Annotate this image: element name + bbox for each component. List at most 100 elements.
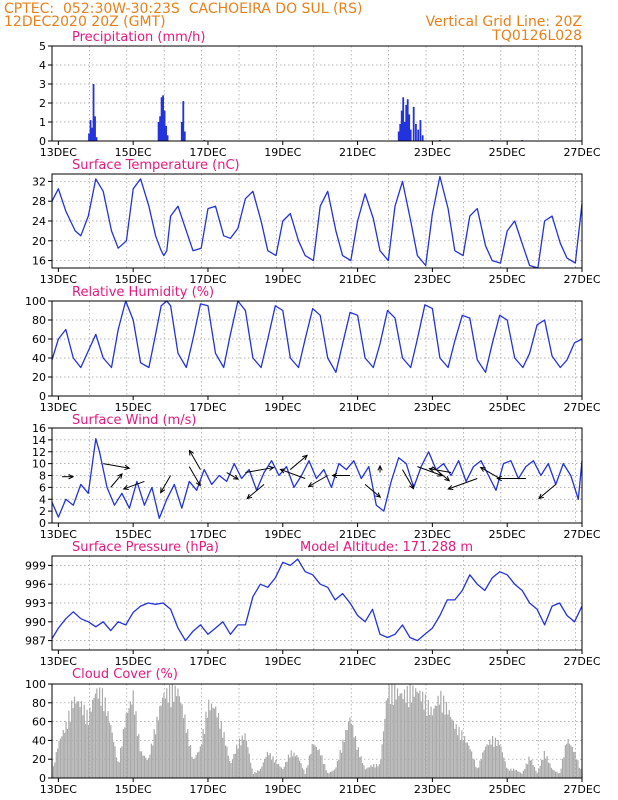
wind-arrow: [402, 469, 415, 490]
cloud-bar: [86, 709, 88, 778]
model-altitude-annotation: Model Altitude: 171.288 m: [300, 540, 473, 555]
cloud-bar: [496, 745, 498, 778]
x-tick-label: 19DEC: [264, 146, 301, 159]
cloud-bar: [447, 714, 449, 778]
panel-title: Precipitation (mm/h): [72, 30, 205, 45]
cloud-bar: [354, 736, 357, 778]
cloud-bar: [361, 763, 364, 778]
x-tick-label: 25DEC: [489, 273, 526, 286]
cloud-bar: [478, 767, 480, 778]
x-tick-label: 15DEC: [115, 655, 152, 668]
cloud-bar: [333, 769, 336, 778]
cloud-bar: [347, 721, 350, 778]
cloud-bar: [54, 762, 56, 778]
cloud-bar: [307, 765, 309, 778]
cloud-bar: [55, 752, 57, 778]
cloud-bar: [161, 697, 164, 778]
cloud-bar: [262, 762, 264, 778]
cloud-bar: [184, 714, 186, 778]
cloud-bar: [417, 693, 420, 778]
x-tick-label: 23DEC: [414, 528, 451, 541]
cloud-bar: [185, 732, 187, 778]
cloud-bar: [426, 715, 428, 778]
cloud-bar: [465, 742, 467, 778]
cloud-bar: [229, 760, 231, 778]
y-tick-label: 60: [32, 333, 46, 346]
cloud-bar: [289, 757, 291, 778]
cloud-bar: [433, 708, 435, 778]
cloud-bar: [90, 711, 92, 778]
cloud-bar: [240, 745, 242, 778]
cloud-bar: [234, 753, 236, 778]
cloud-bar: [72, 708, 74, 778]
cloud-bar: [83, 704, 85, 778]
x-tick-label: 27DEC: [563, 655, 600, 668]
cloud-bar: [181, 704, 183, 778]
cloud-bar: [580, 768, 582, 778]
precip-bar: [95, 137, 98, 141]
cloud-bar: [247, 747, 249, 778]
wind-arrow: [538, 484, 557, 500]
cloud-bar: [377, 766, 379, 778]
cloud-bar: [58, 740, 60, 778]
cloud-bar: [476, 768, 478, 778]
cloud-bar: [106, 715, 108, 778]
y-tick-label: 3: [39, 78, 46, 91]
x-tick-label: 23DEC: [414, 655, 451, 668]
cloud-bar: [375, 763, 378, 778]
cloud-bar: [498, 745, 501, 778]
cloud-bar: [415, 688, 417, 778]
cloud-bar: [533, 767, 536, 778]
cloud-bar: [395, 699, 397, 778]
y-tick-label: 4: [39, 493, 46, 506]
cloud-bar: [412, 685, 414, 778]
precip-bar: [400, 110, 403, 141]
x-tick-label: 21DEC: [339, 273, 376, 286]
cloud-bar: [202, 729, 204, 778]
cloud-bar: [224, 745, 227, 778]
cloud-bar: [311, 743, 313, 778]
cloud-bar: [430, 706, 432, 778]
cloud-bar: [401, 693, 403, 778]
cloud-bar: [567, 739, 569, 778]
cloud-bar: [189, 744, 192, 778]
cloud-bar: [89, 707, 91, 778]
cloud-bar: [168, 684, 171, 778]
model-id: TQ0126L028: [492, 28, 582, 44]
cloud-bar: [385, 700, 387, 778]
cloud-bar: [110, 725, 112, 778]
precip-bar: [419, 120, 422, 141]
cloud-bar: [300, 763, 302, 778]
x-tick-label: 23DEC: [414, 146, 451, 159]
cloud-bar: [265, 756, 267, 778]
x-tick-label: 13DEC: [40, 273, 77, 286]
cloud-bar: [507, 768, 509, 778]
precip-bar: [88, 133, 90, 141]
cloud-bar: [138, 734, 140, 778]
cloud-bar: [310, 753, 312, 778]
cloud-bar: [578, 767, 580, 778]
panel-0: 0 1 2 3 4 5 13DEC 15DEC 17DEC 19DEC 21DEC 23DEC 25DE…: [39, 30, 601, 159]
cloud-bar: [545, 758, 547, 778]
cloud-bar: [125, 713, 127, 778]
cloud-bar: [57, 748, 59, 778]
wind-arrow: [226, 472, 240, 480]
cloud-bar: [464, 736, 466, 778]
cloud-bar: [66, 729, 69, 778]
cloud-bar: [108, 722, 111, 778]
cloud-bar: [434, 705, 436, 778]
y-tick-label: 5: [39, 40, 46, 53]
cloud-bar: [529, 760, 531, 778]
cloud-bar: [482, 752, 484, 778]
cloud-bar: [199, 746, 201, 778]
cloud-bar: [436, 705, 438, 778]
cloud-bar: [319, 755, 322, 778]
cloud-bar: [192, 759, 194, 778]
cloud-bar: [194, 758, 196, 778]
cloud-bar: [124, 727, 126, 778]
wind-arrow: [377, 464, 383, 473]
cloud-bar: [392, 704, 394, 778]
x-tick-label: 15DEC: [115, 401, 152, 414]
cloud-bar: [437, 695, 439, 778]
